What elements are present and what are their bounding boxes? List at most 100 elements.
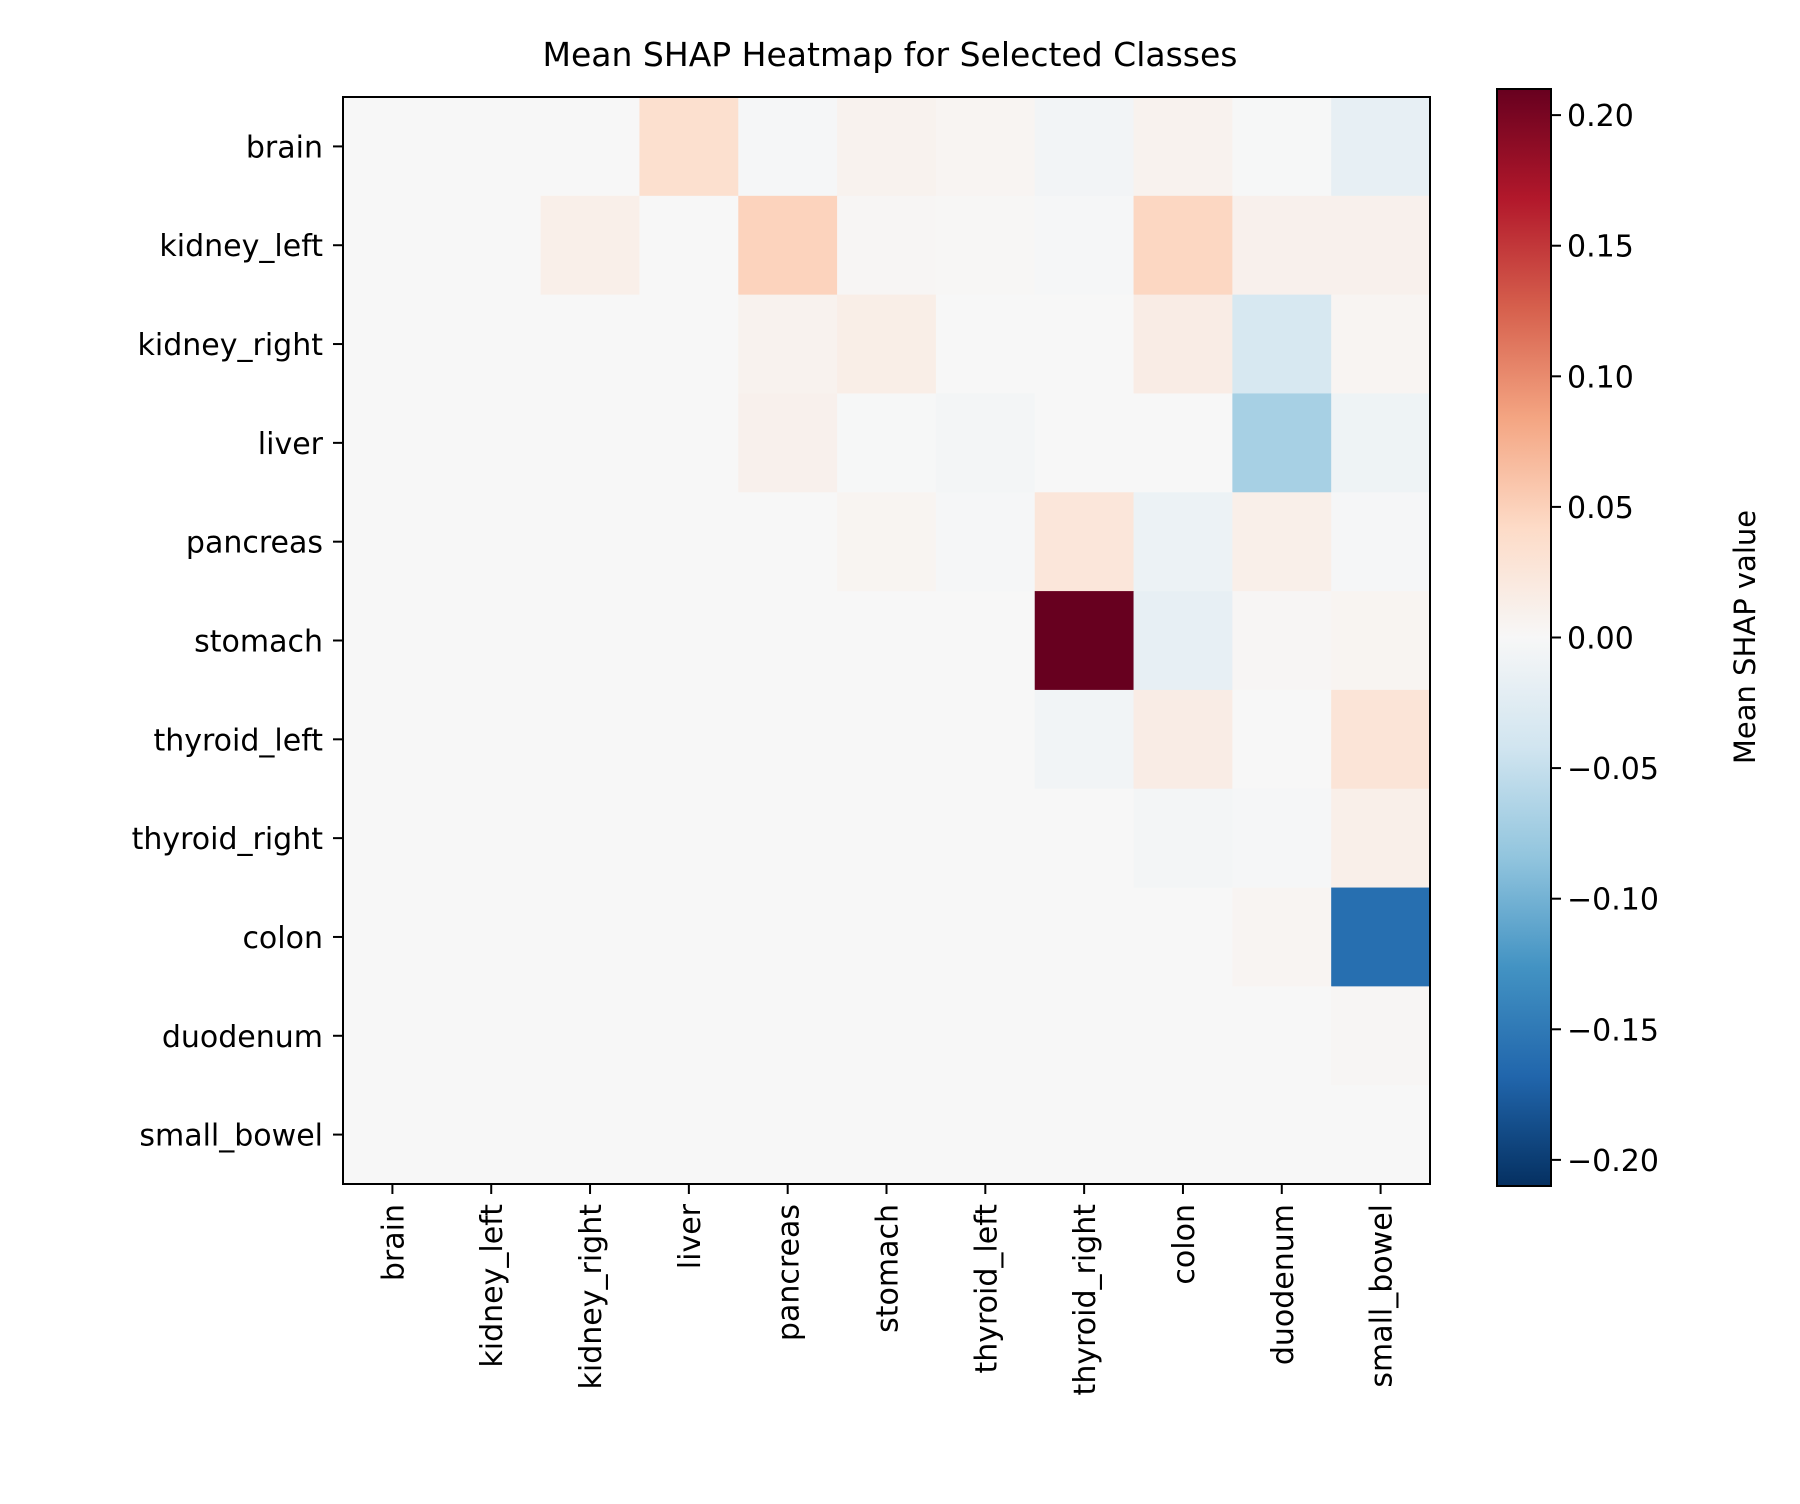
- heatmap-cell-colon-stomach: [837, 887, 937, 987]
- heatmap-cell-stomach-small_bowel: [1331, 591, 1431, 691]
- heatmap-cell-thyroid_left-thyroid_right: [1034, 689, 1135, 790]
- heatmap-cell-brain-thyroid_left: [935, 97, 1036, 197]
- heatmap-cell-small_bowel-liver: [639, 1085, 739, 1185]
- heatmap-cell-kidney_right-brain: [343, 294, 443, 395]
- heatmap-cell-thyroid_left-brain: [343, 689, 443, 790]
- heatmap-cell-stomach-thyroid_right: [1034, 591, 1135, 691]
- heatmap-cell-stomach-thyroid_left: [935, 591, 1036, 691]
- heatmap-cell-pancreas-kidney_right: [540, 492, 641, 592]
- heatmap-cell-stomach-colon: [1133, 591, 1233, 691]
- y-tick-label: small_bowel: [139, 1119, 323, 1154]
- heatmap-cell-liver-liver: [639, 393, 739, 493]
- y-tick-label: kidney_right: [138, 328, 324, 363]
- heatmap-cell-small_bowel-duodenum: [1232, 1085, 1332, 1185]
- x-tick-label: small_bowel: [1365, 1204, 1400, 1388]
- heatmap-cell-small_bowel-kidney_right: [540, 1085, 641, 1185]
- heatmap-cell-small_bowel-kidney_left: [441, 1085, 542, 1185]
- colorbar-tick-label: −0.15: [1567, 1013, 1659, 1048]
- heatmap-cell-pancreas-thyroid_right: [1034, 492, 1135, 592]
- colorbar-tick-label: 0.05: [1567, 491, 1634, 526]
- heatmap-cell-pancreas-pancreas: [738, 492, 838, 592]
- heatmap-cell-thyroid_right-thyroid_right: [1034, 788, 1135, 889]
- heatmap-cell-brain-small_bowel: [1331, 97, 1431, 197]
- colorbar-tick-label: 0.00: [1567, 622, 1634, 657]
- heatmap-cell-kidney_left-kidney_right: [540, 195, 641, 296]
- heatmap-cell-brain-kidney_left: [441, 97, 542, 197]
- heatmap-cell-stomach-kidney_left: [441, 591, 542, 691]
- x-tick-label: liver: [673, 1203, 708, 1269]
- heatmap-cell-small_bowel-stomach: [837, 1085, 937, 1185]
- y-tick-label: kidney_left: [159, 229, 323, 264]
- heatmap-cell-duodenum-duodenum: [1232, 986, 1332, 1086]
- heatmap-cell-pancreas-stomach: [837, 492, 937, 592]
- heatmap-cell-pancreas-kidney_left: [441, 492, 542, 592]
- heatmap-cell-brain-duodenum: [1232, 97, 1332, 197]
- heatmap-cell-brain-liver: [639, 97, 739, 197]
- x-tick-label: stomach: [871, 1204, 906, 1333]
- heatmap-cell-pancreas-duodenum: [1232, 492, 1332, 592]
- heatmap-cell-brain-colon: [1133, 97, 1233, 197]
- heatmap-cell-colon-kidney_right: [540, 887, 641, 987]
- y-tick-label: thyroid_left: [153, 723, 323, 758]
- heatmap-cell-pancreas-brain: [343, 492, 443, 592]
- colorbar-label: Mean SHAP value: [1728, 510, 1762, 764]
- heatmap-cell-kidney_right-colon: [1133, 294, 1233, 395]
- heatmap-cell-stomach-pancreas: [738, 591, 838, 691]
- heatmap-cell-brain-kidney_right: [540, 97, 641, 197]
- x-tick-label: thyroid_right: [1068, 1204, 1103, 1396]
- colorbar-ticks: 0.20 0.15 0.10 0.05 0.00 −0.05 −0.10 −0.15 −0.20: [1551, 99, 1659, 1179]
- heatmap-cell-colon-liver: [639, 887, 739, 987]
- heatmap-cell-stomach-brain: [343, 591, 443, 691]
- heatmap-cell-kidney_left-stomach: [837, 195, 937, 296]
- y-tick-label: brain: [246, 130, 323, 165]
- heatmap-cell-duodenum-stomach: [837, 986, 937, 1086]
- heatmap-cell-small_bowel-thyroid_right: [1034, 1085, 1135, 1185]
- heatmap-cell-thyroid_right-liver: [639, 788, 739, 889]
- heatmap-cell-colon-colon: [1133, 887, 1233, 987]
- heatmap-cell-thyroid_right-duodenum: [1232, 788, 1332, 889]
- heatmap-cell-liver-kidney_right: [540, 393, 641, 493]
- heatmap-cell-small_bowel-pancreas: [738, 1085, 838, 1185]
- heatmap-cell-pancreas-thyroid_left: [935, 492, 1036, 592]
- heatmap-cell-duodenum-liver: [639, 986, 739, 1086]
- colorbar: 0.20 0.15 0.10 0.05 0.00 −0.05 −0.10 −0.15 −0.20…: [1496, 88, 1762, 1187]
- heatmap-cell-liver-thyroid_right: [1034, 393, 1135, 493]
- heatmap-cell-kidney_left-small_bowel: [1331, 195, 1431, 296]
- heatmap-cell-liver-thyroid_left: [935, 393, 1036, 493]
- heatmap-cell-small_bowel-thyroid_left: [935, 1085, 1036, 1185]
- heatmap-cell-stomach-stomach: [837, 591, 937, 691]
- chart-title: Mean SHAP Heatmap for Selected Classes: [543, 35, 1238, 74]
- heatmap-cell-kidney_right-small_bowel: [1331, 294, 1431, 395]
- x-axis: brain kidney_left kidney_right liver pancrea…: [376, 1184, 1400, 1396]
- heatmap-cell-thyroid_left-pancreas: [738, 689, 838, 790]
- heatmap-cell-small_bowel-brain: [343, 1085, 443, 1185]
- heatmap-cell-kidney_left-brain: [343, 195, 443, 296]
- x-tick-label: kidney_right: [574, 1204, 609, 1390]
- y-tick-label: liver: [258, 427, 324, 462]
- heatmap-cell-colon-brain: [343, 887, 443, 987]
- heatmap-cell-duodenum-colon: [1133, 986, 1233, 1086]
- heatmap-cell-liver-pancreas: [738, 393, 838, 493]
- heatmap-cell-thyroid_right-thyroid_left: [935, 788, 1036, 889]
- heatmap-cell-duodenum-thyroid_left: [935, 986, 1036, 1086]
- heatmap-cell-pancreas-colon: [1133, 492, 1233, 592]
- colorbar-tick-label: 0.15: [1567, 230, 1634, 265]
- y-tick-label: thyroid_right: [132, 822, 324, 857]
- colorbar-tick-label: −0.10: [1567, 883, 1659, 918]
- heatmap-cell-colon-pancreas: [738, 887, 838, 987]
- heatmap-cell-thyroid_right-small_bowel: [1331, 788, 1431, 889]
- heatmap-cell-thyroid_left-liver: [639, 689, 739, 790]
- heatmap-cell-liver-small_bowel: [1331, 393, 1431, 493]
- heatmap-cell-colon-small_bowel: [1331, 887, 1431, 987]
- x-tick-label: kidney_left: [475, 1204, 510, 1368]
- heatmap-cell-colon-kidney_left: [441, 887, 542, 987]
- heatmap-cell-kidney_left-liver: [639, 195, 739, 296]
- heatmap-cell-thyroid_right-colon: [1133, 788, 1233, 889]
- heatmap-cell-liver-duodenum: [1232, 393, 1332, 493]
- y-tick-label: stomach: [194, 625, 323, 660]
- heatmap-cell-thyroid_right-kidney_left: [441, 788, 542, 889]
- heatmap-cell-liver-colon: [1133, 393, 1233, 493]
- heatmap-cell-colon-thyroid_left: [935, 887, 1036, 987]
- x-tick-label: brain: [376, 1204, 411, 1281]
